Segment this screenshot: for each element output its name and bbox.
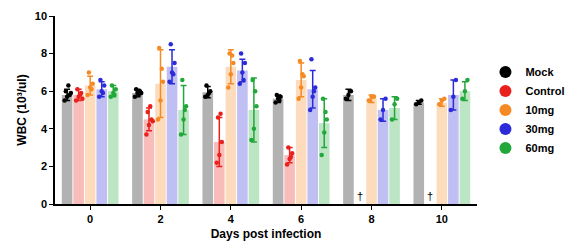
svg-text:6: 6 — [41, 85, 47, 97]
svg-text:4: 4 — [41, 123, 48, 135]
svg-text:4: 4 — [228, 213, 235, 225]
svg-text:Control: Control — [525, 85, 564, 97]
svg-text:8: 8 — [368, 213, 374, 225]
svg-text:10mg: 10mg — [525, 104, 554, 116]
svg-text:2: 2 — [157, 213, 163, 225]
svg-text:0: 0 — [41, 198, 47, 210]
svg-text:2: 2 — [41, 160, 47, 172]
svg-text:10: 10 — [436, 213, 448, 225]
svg-text:6: 6 — [298, 213, 304, 225]
svg-text:0: 0 — [87, 213, 93, 225]
svg-text:10: 10 — [35, 10, 47, 22]
svg-text:WBC (10³/ul): WBC (10³/ul) — [15, 74, 29, 145]
svg-text:8: 8 — [41, 47, 47, 59]
svg-text:30mg: 30mg — [525, 123, 554, 135]
svg-text:†: † — [427, 190, 433, 202]
svg-text:60mg: 60mg — [525, 142, 554, 154]
svg-text:Days post infection: Days post infection — [211, 227, 322, 241]
svg-text:†: † — [357, 190, 363, 202]
svg-text:Mock: Mock — [525, 66, 554, 78]
